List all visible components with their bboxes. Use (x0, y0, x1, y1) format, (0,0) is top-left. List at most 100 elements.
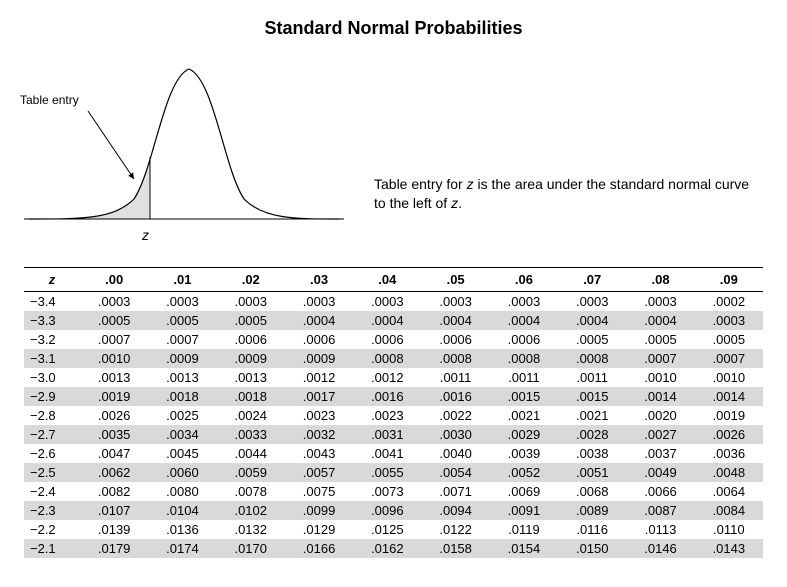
prob-cell: .0099 (285, 501, 353, 520)
prob-cell: .0146 (626, 539, 694, 558)
z-table-body: −3.4.0003.0003.0003.0003.0003.0003.0003.… (24, 292, 763, 559)
prob-cell: .0020 (626, 406, 694, 425)
prob-cell: .0003 (558, 292, 626, 312)
prob-cell: .0016 (353, 387, 421, 406)
prob-cell: .0004 (353, 311, 421, 330)
prob-cell: .0107 (80, 501, 148, 520)
prob-cell: .0174 (148, 539, 216, 558)
prob-cell: .0003 (626, 292, 694, 312)
prob-cell: .0015 (490, 387, 558, 406)
prob-cell: .0030 (421, 425, 489, 444)
prob-cell: .0006 (217, 330, 285, 349)
explanation-text: Table entry for z is the area under the … (374, 175, 763, 249)
col-03: .03 (285, 268, 353, 292)
table-row: −2.3.0107.0104.0102.0099.0096.0094.0091.… (24, 501, 763, 520)
prob-cell: .0005 (148, 311, 216, 330)
prob-cell: .0037 (626, 444, 694, 463)
row-z-value: −2.8 (24, 406, 80, 425)
table-row: −2.7.0035.0034.0033.0032.0031.0030.0029.… (24, 425, 763, 444)
prob-cell: .0049 (626, 463, 694, 482)
prob-cell: .0022 (421, 406, 489, 425)
prob-cell: .0057 (285, 463, 353, 482)
prob-cell: .0045 (148, 444, 216, 463)
prob-cell: .0094 (421, 501, 489, 520)
table-row: −2.2.0139.0136.0132.0129.0125.0122.0119.… (24, 520, 763, 539)
col-08: .08 (626, 268, 694, 292)
prob-cell: .0005 (626, 330, 694, 349)
prob-cell: .0122 (421, 520, 489, 539)
prob-cell: .0002 (695, 292, 763, 312)
prob-cell: .0005 (80, 311, 148, 330)
prob-cell: .0170 (217, 539, 285, 558)
col-04: .04 (353, 268, 421, 292)
col-09: .09 (695, 268, 763, 292)
prob-cell: .0023 (353, 406, 421, 425)
prob-cell: .0003 (421, 292, 489, 312)
prob-cell: .0029 (490, 425, 558, 444)
prob-cell: .0179 (80, 539, 148, 558)
col-01: .01 (148, 268, 216, 292)
prob-cell: .0005 (695, 330, 763, 349)
prob-cell: .0009 (217, 349, 285, 368)
prob-cell: .0048 (695, 463, 763, 482)
prob-cell: .0007 (148, 330, 216, 349)
prob-cell: .0034 (148, 425, 216, 444)
prob-cell: .0150 (558, 539, 626, 558)
prob-cell: .0015 (558, 387, 626, 406)
table-row: −3.1.0010.0009.0009.0009.0008.0008.0008.… (24, 349, 763, 368)
row-z-value: −2.6 (24, 444, 80, 463)
normal-curve-figure: Table entry z (24, 49, 344, 249)
prob-cell: .0007 (626, 349, 694, 368)
prob-cell: .0008 (558, 349, 626, 368)
prob-cell: .0008 (421, 349, 489, 368)
prob-cell: .0007 (80, 330, 148, 349)
prob-cell: .0104 (148, 501, 216, 520)
row-z-value: −2.1 (24, 539, 80, 558)
prob-cell: .0044 (217, 444, 285, 463)
prob-cell: .0011 (421, 368, 489, 387)
col-02: .02 (217, 268, 285, 292)
prob-cell: .0004 (626, 311, 694, 330)
table-row: −2.5.0062.0060.0059.0057.0055.0054.0052.… (24, 463, 763, 482)
prob-cell: .0084 (695, 501, 763, 520)
prob-cell: .0010 (695, 368, 763, 387)
prob-cell: .0110 (695, 520, 763, 539)
prob-cell: .0052 (490, 463, 558, 482)
table-row: −2.9.0019.0018.0018.0017.0016.0016.0015.… (24, 387, 763, 406)
table-row: −3.3.0005.0005.0005.0004.0004.0004.0004.… (24, 311, 763, 330)
prob-cell: .0003 (353, 292, 421, 312)
table-row: −3.0.0013.0013.0013.0012.0012.0011.0011.… (24, 368, 763, 387)
prob-cell: .0011 (490, 368, 558, 387)
prob-cell: .0041 (353, 444, 421, 463)
prob-cell: .0047 (80, 444, 148, 463)
prob-cell: .0139 (80, 520, 148, 539)
prob-cell: .0143 (695, 539, 763, 558)
row-z-value: −3.2 (24, 330, 80, 349)
z-table: z.00.01.02.03.04.05.06.07.08.09 −3.4.000… (24, 267, 763, 558)
prob-cell: .0024 (217, 406, 285, 425)
table-row: −2.8.0026.0025.0024.0023.0023.0022.0021.… (24, 406, 763, 425)
prob-cell: .0003 (490, 292, 558, 312)
table-row: −3.2.0007.0007.0006.0006.0006.0006.0006.… (24, 330, 763, 349)
page-title: Standard Normal Probabilities (24, 18, 763, 39)
table-row: −3.4.0003.0003.0003.0003.0003.0003.0003.… (24, 292, 763, 312)
col-05: .05 (421, 268, 489, 292)
prob-cell: .0006 (490, 330, 558, 349)
table-row: −2.4.0082.0080.0078.0075.0073.0071.0069.… (24, 482, 763, 501)
prob-cell: .0003 (148, 292, 216, 312)
z-table-header-row: z.00.01.02.03.04.05.06.07.08.09 (24, 268, 763, 292)
table-row: −2.6.0047.0045.0044.0043.0041.0040.0039.… (24, 444, 763, 463)
prob-cell: .0013 (217, 368, 285, 387)
prob-cell: .0064 (695, 482, 763, 501)
prob-cell: .0132 (217, 520, 285, 539)
prob-cell: .0060 (148, 463, 216, 482)
prob-cell: .0006 (285, 330, 353, 349)
prob-cell: .0082 (80, 482, 148, 501)
prob-cell: .0102 (217, 501, 285, 520)
prob-cell: .0027 (626, 425, 694, 444)
prob-cell: .0023 (285, 406, 353, 425)
prob-cell: .0091 (490, 501, 558, 520)
col-z: z (24, 268, 80, 292)
prob-cell: .0033 (217, 425, 285, 444)
prob-cell: .0005 (217, 311, 285, 330)
